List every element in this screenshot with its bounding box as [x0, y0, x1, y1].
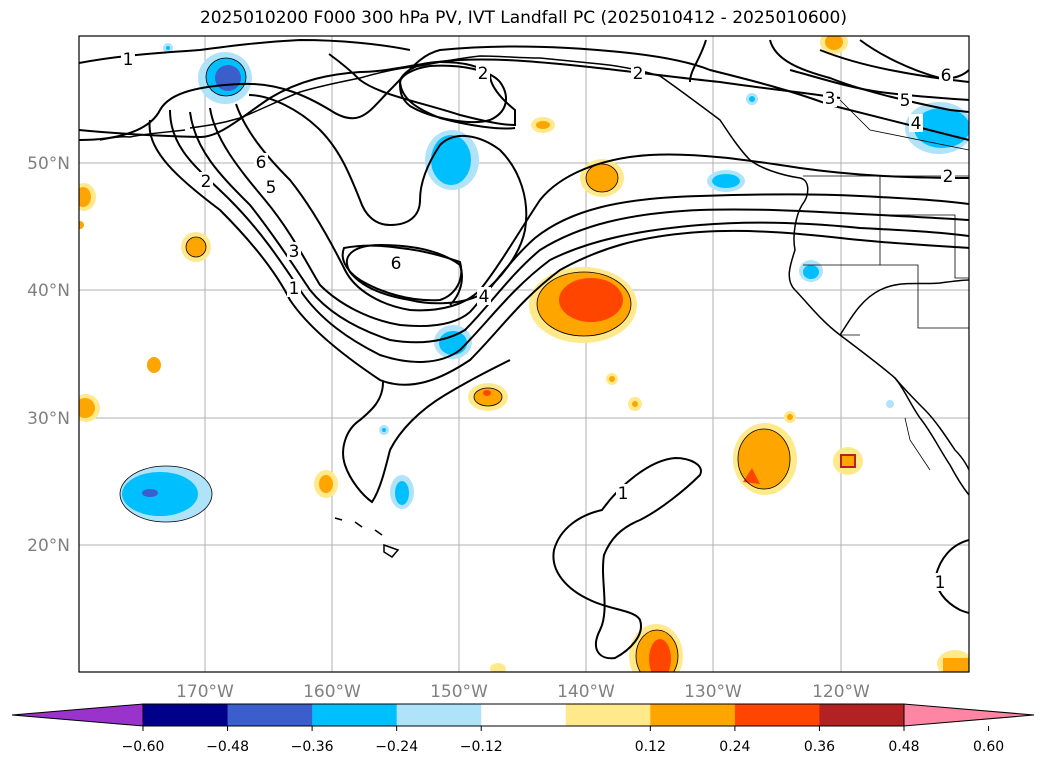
colorbar-tick-label: −0.12 — [460, 739, 503, 755]
colorbar-tick-label: 0.36 — [804, 739, 835, 755]
colorbar: −0.60 −0.48 −0.36 −0.24 −0.12 0.12 0.24 0.36 0.4… — [11, 703, 1035, 755]
longitude-label: 120°W — [812, 682, 870, 702]
colorbar-tick-label: −0.24 — [375, 739, 418, 755]
contour-label: 6 — [256, 153, 267, 173]
contour-label: 5 — [266, 178, 277, 198]
latitude-label: 30°N — [27, 409, 70, 429]
colorbar-tick-label: −0.60 — [122, 739, 165, 755]
negative-pc-shading — [120, 43, 969, 522]
coastlines — [99, 55, 969, 558]
contour-label: 3 — [825, 89, 836, 109]
colorbar-tick-label: 0.12 — [635, 739, 666, 755]
colorbar-tick-label: −0.48 — [206, 739, 249, 755]
contour-label: 2 — [633, 64, 644, 84]
contour-label: 1 — [289, 279, 300, 299]
longitude-label: 160°W — [303, 682, 361, 702]
contour-label: 4 — [479, 287, 490, 307]
colorbar-extend-low — [11, 703, 144, 727]
colorbar-tick-label: 0.24 — [719, 739, 750, 755]
colorbar-segment — [143, 704, 229, 726]
contour-label: 5 — [900, 91, 911, 111]
latitude-label: 50°N — [27, 154, 70, 174]
contour-label: 2 — [201, 172, 212, 192]
latitude-label: 20°N — [27, 536, 70, 556]
longitude-label: 140°W — [557, 682, 615, 702]
colorbar-tick-label: 0.60 — [973, 739, 1004, 755]
colorbar-tick-label: 0.48 — [888, 739, 919, 755]
pc-contour-outlines — [119, 57, 791, 672]
latitude-label: 40°N — [27, 281, 70, 301]
contour-label: 2 — [478, 64, 489, 84]
contour-label: 3 — [289, 242, 300, 262]
map-title: 2025010200 F000 300 hPa PV, IVT Landfall… — [199, 8, 847, 28]
pv-contours — [79, 38, 969, 660]
colorbar-extend-high — [903, 703, 1035, 727]
colorbar-segment — [565, 704, 651, 726]
colorbar-segment — [734, 704, 820, 726]
gridlines — [79, 36, 969, 672]
contour-label: 1 — [935, 573, 946, 593]
colorbar-segment — [227, 704, 313, 726]
contour-label: 1 — [123, 50, 134, 70]
contour-label: 6 — [941, 66, 952, 86]
map-frame — [78, 35, 970, 673]
positive-pc-shading — [79, 36, 969, 672]
longitude-label: 170°W — [176, 682, 234, 702]
contour-label: 1 — [618, 484, 629, 504]
colorbar-segment — [312, 704, 398, 726]
latitude-labels: 50°N 40°N 30°N 20°N — [27, 154, 70, 556]
contour-label: 2 — [943, 167, 954, 187]
map-area — [79, 36, 969, 672]
colorbar-segment — [819, 704, 905, 726]
longitude-label: 150°W — [430, 682, 488, 702]
contour-label: 6 — [391, 254, 402, 274]
colorbar-segment — [481, 704, 567, 726]
colorbar-segment — [396, 704, 482, 726]
colorbar-segment — [650, 704, 736, 726]
colorbar-tick-label: −0.36 — [291, 739, 334, 755]
longitude-labels: 170°W 160°W 150°W 140°W 130°W 120°W — [176, 682, 870, 702]
contour-label: 4 — [911, 114, 922, 134]
longitude-label: 130°W — [684, 682, 742, 702]
